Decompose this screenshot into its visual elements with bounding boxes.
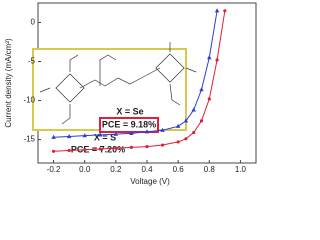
inset-structure: X = Se PCE = 9.18% xyxy=(32,42,197,133)
marker xyxy=(160,127,165,132)
y-tick-label: 0 xyxy=(31,18,36,27)
x-tick-label: 0.2 xyxy=(110,165,122,174)
x-tick-label: 0.0 xyxy=(79,165,91,174)
marker xyxy=(175,123,181,128)
y-tick-label: -10 xyxy=(23,96,35,105)
marker xyxy=(184,137,188,141)
x-axis-label: Voltage (V) xyxy=(130,177,170,186)
marker xyxy=(207,55,212,60)
marker xyxy=(83,148,87,152)
marker xyxy=(223,9,227,13)
marker xyxy=(51,149,56,153)
x-tick-label: 0.6 xyxy=(173,165,185,174)
marker xyxy=(192,130,196,135)
marker xyxy=(214,8,220,13)
marker xyxy=(113,131,119,136)
marker xyxy=(176,140,180,144)
marker xyxy=(145,145,149,149)
annotation-box xyxy=(99,117,159,133)
marker xyxy=(144,129,150,134)
legend-label: X = Se xyxy=(116,106,143,116)
marker xyxy=(191,107,196,112)
marker xyxy=(207,97,211,101)
legend-label: X = S xyxy=(94,132,116,142)
y-tick-label: -15 xyxy=(23,135,35,144)
marker xyxy=(82,133,87,138)
marker xyxy=(67,148,71,153)
annotation: PCE = 9.18% xyxy=(102,119,156,129)
marker xyxy=(215,58,219,62)
marker xyxy=(98,147,102,151)
y-tick-label: -5 xyxy=(28,57,36,66)
marker xyxy=(160,143,165,147)
x-tick-label: 1.0 xyxy=(235,165,247,174)
marker xyxy=(98,132,103,137)
x-tick-label: 0.8 xyxy=(204,165,216,174)
marker xyxy=(129,130,134,135)
marker xyxy=(183,118,189,123)
marker xyxy=(129,145,134,149)
marker xyxy=(66,133,72,139)
chart: Voltage (V) Current density (mA/cm²) X =… xyxy=(4,2,257,186)
x-tick-label: 0.4 xyxy=(141,165,153,174)
marker xyxy=(114,146,118,150)
marker xyxy=(51,134,56,139)
x-tick-label: -0.2 xyxy=(47,165,61,174)
marker xyxy=(199,119,204,123)
molecule-drawing xyxy=(39,42,197,125)
y-axis-label: Current density (mA/cm²) xyxy=(4,38,13,128)
series-line xyxy=(53,10,218,138)
marker xyxy=(199,87,204,92)
